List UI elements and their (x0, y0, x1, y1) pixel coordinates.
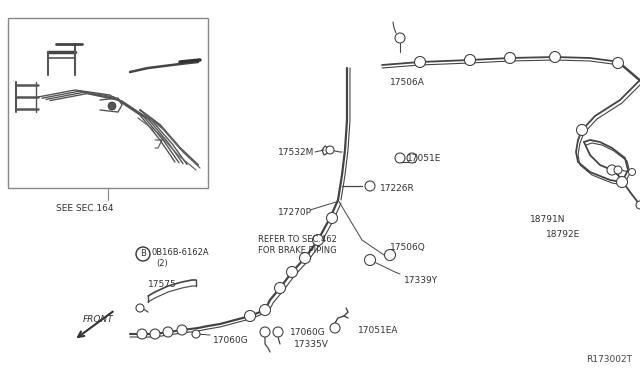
Circle shape (612, 58, 623, 68)
Circle shape (150, 329, 160, 339)
Text: 17226R: 17226R (380, 184, 415, 193)
Text: 17051EA: 17051EA (358, 326, 399, 335)
Circle shape (312, 234, 323, 246)
Circle shape (244, 311, 255, 321)
Circle shape (550, 51, 561, 62)
Text: 17506A: 17506A (390, 78, 425, 87)
Circle shape (395, 153, 405, 163)
Circle shape (616, 176, 627, 187)
Circle shape (614, 166, 622, 174)
Circle shape (365, 254, 376, 266)
Circle shape (260, 327, 270, 337)
Circle shape (273, 327, 283, 337)
Bar (8, 18, 208, 188)
Circle shape (177, 325, 187, 335)
Circle shape (136, 304, 144, 312)
Text: 18791N: 18791N (530, 215, 566, 224)
Text: 18792E: 18792E (546, 230, 580, 239)
Circle shape (365, 181, 375, 191)
Text: SEE SEC.164: SEE SEC.164 (56, 204, 113, 213)
Text: R173002T: R173002T (586, 355, 632, 364)
Text: 0B16B-6162A: 0B16B-6162A (152, 248, 210, 257)
Text: 17335V: 17335V (294, 340, 329, 349)
Text: FRONT: FRONT (83, 315, 113, 324)
Circle shape (275, 282, 285, 294)
Text: 17506Q: 17506Q (390, 243, 426, 252)
Circle shape (504, 52, 515, 64)
Circle shape (330, 323, 340, 333)
Text: 17060G: 17060G (213, 336, 249, 345)
Circle shape (407, 153, 417, 163)
Circle shape (192, 330, 200, 338)
Circle shape (300, 253, 310, 263)
Circle shape (326, 212, 337, 224)
Circle shape (136, 247, 150, 261)
Text: (2): (2) (156, 259, 168, 268)
Circle shape (636, 201, 640, 209)
Circle shape (415, 57, 426, 67)
Circle shape (326, 146, 334, 154)
Circle shape (163, 327, 173, 337)
Circle shape (607, 165, 617, 175)
Text: REFER TO SEC.462: REFER TO SEC.462 (258, 235, 337, 244)
Text: FOR BRAKE PIPING: FOR BRAKE PIPING (258, 246, 337, 255)
Circle shape (259, 305, 271, 315)
Text: 17060G: 17060G (290, 328, 326, 337)
Circle shape (465, 55, 476, 65)
Text: 17532M: 17532M (278, 148, 314, 157)
Circle shape (577, 125, 588, 135)
Circle shape (108, 102, 116, 110)
Text: 17575: 17575 (148, 280, 177, 289)
Circle shape (395, 33, 405, 43)
Circle shape (385, 250, 396, 260)
Text: 17270P: 17270P (278, 208, 312, 217)
Text: 17051E: 17051E (407, 154, 442, 163)
Circle shape (628, 169, 636, 176)
Text: B: B (140, 250, 146, 259)
Text: 17339Y: 17339Y (404, 276, 438, 285)
Circle shape (287, 266, 298, 278)
Circle shape (137, 329, 147, 339)
